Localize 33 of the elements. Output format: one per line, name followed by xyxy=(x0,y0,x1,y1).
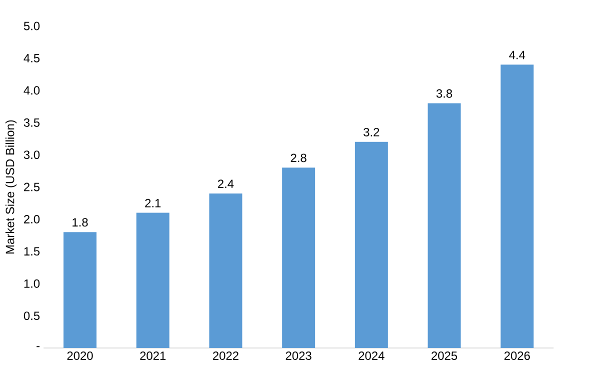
bar xyxy=(64,232,96,348)
y-tick-label: 5.0 xyxy=(24,22,40,30)
y-tick-label: 0.5 xyxy=(24,312,40,320)
x-tick-label: 2023 xyxy=(286,352,312,360)
data-label: 4.4 xyxy=(509,50,526,60)
data-label: 3.2 xyxy=(364,128,380,136)
y-axis-title: Market Size (USD Billion) xyxy=(5,120,17,254)
y-tick-label: 2.0 xyxy=(24,214,40,224)
y-tick-label: 4.5 xyxy=(24,54,40,62)
data-label: 2.1 xyxy=(145,198,161,208)
y-tick-label: 1.5 xyxy=(24,247,40,256)
y-tick-label: 3.0 xyxy=(24,150,40,160)
x-tick-label: 2026 xyxy=(504,352,530,360)
bar xyxy=(136,212,170,348)
bar xyxy=(282,168,316,348)
x-tick-label: 2021 xyxy=(140,352,166,360)
y-tick-label: 4.0 xyxy=(24,86,40,95)
data-label: 3.8 xyxy=(436,89,452,98)
bar xyxy=(500,64,534,348)
y-tick-label: 3.5 xyxy=(24,118,40,127)
bar xyxy=(354,142,388,348)
bar xyxy=(209,193,242,348)
x-tick-label: 2022 xyxy=(213,352,238,360)
y-tick-label: - xyxy=(36,346,40,348)
x-tick-label: 2020 xyxy=(67,352,93,360)
data-label: 2.4 xyxy=(218,180,234,188)
y-tick-label: 1.0 xyxy=(24,279,40,288)
y-tick-label: 2.5 xyxy=(24,182,40,192)
data-label: 1.8 xyxy=(72,218,88,227)
x-tick-label: 2025 xyxy=(432,352,458,360)
data-label: 2.8 xyxy=(290,154,306,162)
bar xyxy=(428,103,461,348)
x-tick-label: 2024 xyxy=(358,352,384,360)
